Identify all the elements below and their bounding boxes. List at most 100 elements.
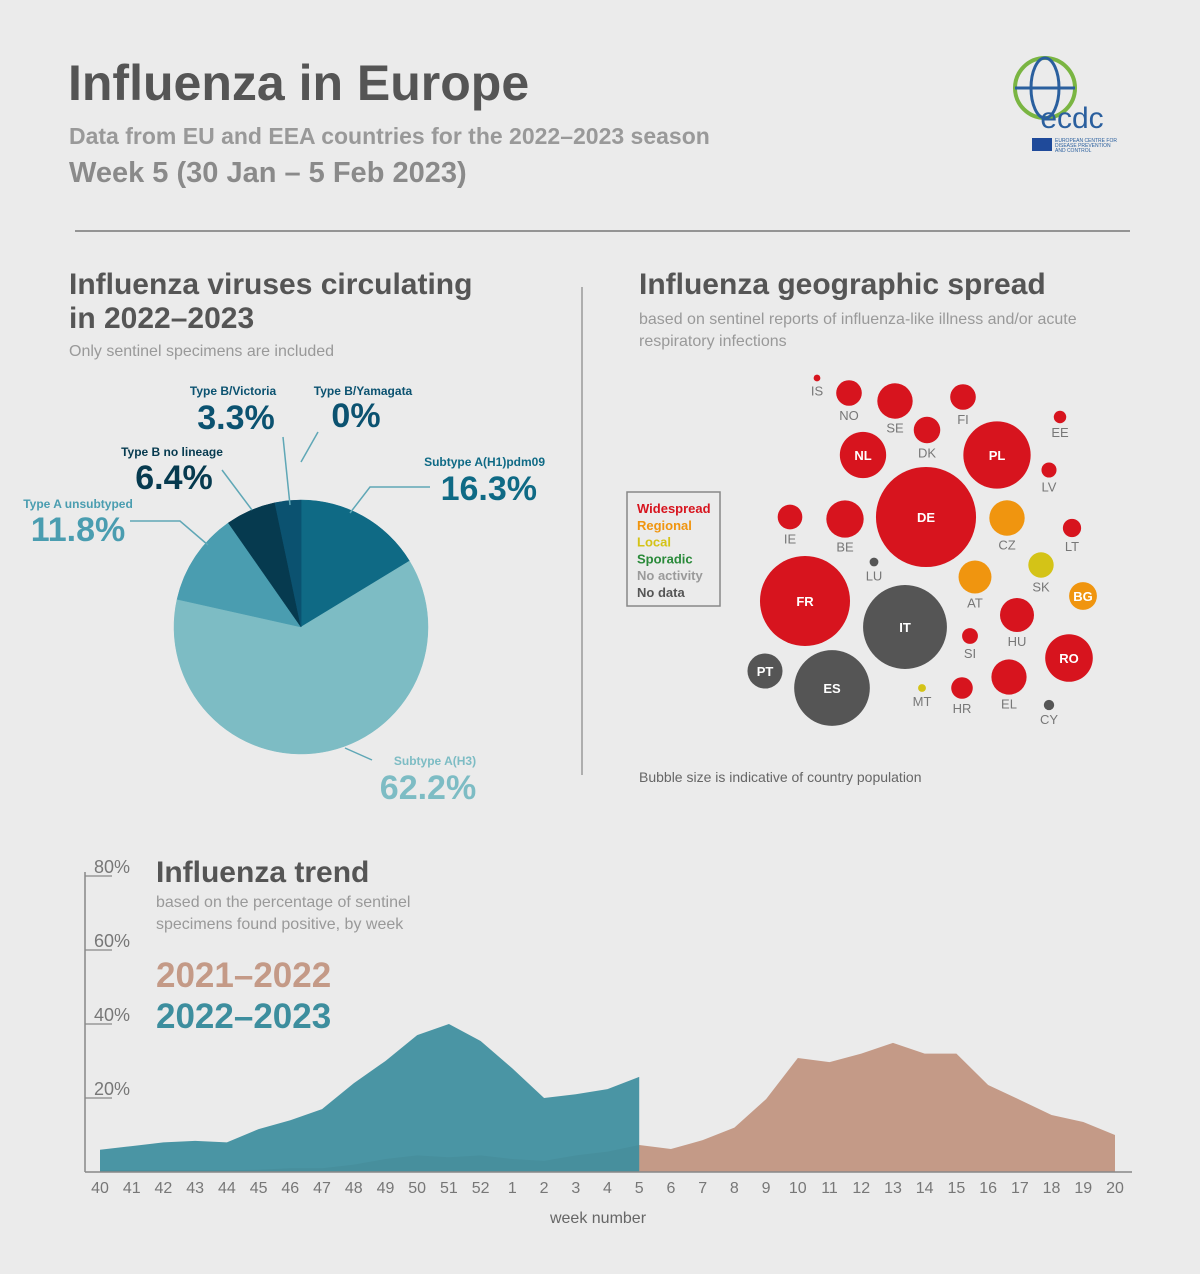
country-label: NL bbox=[854, 448, 871, 463]
chart-subtitle: based on sentinel reports of influenza-l… bbox=[639, 311, 1077, 328]
legend-entry: Widespread bbox=[637, 501, 711, 516]
leader-line bbox=[349, 486, 430, 514]
country-label: RO bbox=[1059, 651, 1079, 666]
x-tick-label: 9 bbox=[762, 1180, 771, 1197]
pie-slice bbox=[176, 522, 302, 628]
logo-caption: DISEASE PREVENTION bbox=[1055, 143, 1111, 149]
country-label: AT bbox=[967, 595, 983, 610]
logo-caption: AND CONTROL bbox=[1055, 148, 1092, 154]
x-tick-label: 1 bbox=[508, 1180, 517, 1197]
legend-box bbox=[626, 491, 721, 607]
country-label: BE bbox=[836, 540, 854, 555]
x-tick-label: 8 bbox=[730, 1180, 739, 1197]
slice-label: Subtype A(H1)pdm09 bbox=[424, 455, 545, 469]
country-bubble bbox=[950, 384, 976, 410]
legend-entry: Local bbox=[637, 535, 671, 550]
country-bubble bbox=[913, 416, 941, 444]
chart-title: Influenza geographic spread bbox=[639, 268, 1046, 301]
country-bubble bbox=[869, 557, 879, 567]
country-bubble bbox=[826, 500, 864, 538]
x-tick-label: 41 bbox=[123, 1180, 141, 1197]
country-bubble bbox=[958, 560, 992, 594]
country-bubble bbox=[1069, 582, 1097, 610]
leader-line bbox=[221, 469, 253, 511]
chart-title: in 2022–2023 bbox=[69, 302, 254, 335]
slice-label: Subtype A(H3) bbox=[394, 754, 476, 768]
country-bubble bbox=[1043, 699, 1055, 711]
x-tick-label: 47 bbox=[313, 1180, 331, 1197]
country-label: SE bbox=[886, 421, 904, 436]
x-tick-label: 20 bbox=[1106, 1180, 1124, 1197]
leader-line bbox=[300, 431, 319, 463]
x-tick-label: 46 bbox=[281, 1180, 299, 1197]
x-tick-label: 16 bbox=[979, 1180, 997, 1197]
country-bubble bbox=[991, 659, 1027, 695]
country-bubble bbox=[962, 628, 978, 644]
country-bubble bbox=[813, 374, 821, 382]
value-label: 11.8% bbox=[31, 511, 126, 549]
x-tick-label: 45 bbox=[250, 1180, 268, 1197]
x-tick-label: 52 bbox=[472, 1180, 490, 1197]
legend-entry: Regional bbox=[637, 518, 692, 533]
country-label: LT bbox=[1065, 539, 1079, 554]
x-tick-label: 7 bbox=[698, 1180, 707, 1197]
legend-entry: Sporadic bbox=[637, 551, 693, 566]
x-tick-label: 12 bbox=[852, 1180, 870, 1197]
area-series bbox=[100, 1042, 1115, 1172]
country-label: MT bbox=[913, 694, 932, 709]
x-tick-label: 5 bbox=[635, 1180, 644, 1197]
x-tick-label: 42 bbox=[155, 1180, 173, 1197]
leader-line bbox=[282, 436, 291, 506]
chart-subtitle: respiratory infections bbox=[639, 333, 787, 350]
country-bubble bbox=[875, 466, 977, 568]
y-tick-label: 20% bbox=[94, 1079, 130, 1099]
country-label: HU bbox=[1008, 634, 1027, 649]
country-label: CY bbox=[1040, 712, 1058, 727]
y-tick-label: 80% bbox=[94, 857, 130, 877]
country-label: SI bbox=[964, 646, 976, 661]
country-bubble bbox=[877, 383, 913, 419]
chart-title: Influenza viruses circulating bbox=[69, 268, 472, 301]
country-bubble bbox=[1028, 552, 1054, 578]
legend-entry: 2022–2023 bbox=[156, 997, 331, 1036]
pie-slice bbox=[300, 499, 410, 628]
country-bubble bbox=[777, 504, 803, 530]
page-title: Influenza in Europe bbox=[68, 55, 529, 111]
x-tick-label: 4 bbox=[603, 1180, 612, 1197]
country-label: FI bbox=[957, 412, 969, 427]
slice-label: Type B no lineage bbox=[121, 445, 223, 459]
country-bubble bbox=[989, 500, 1025, 536]
value-label: 0% bbox=[331, 397, 380, 435]
country-bubble bbox=[839, 431, 887, 479]
country-bubble bbox=[951, 677, 973, 699]
x-tick-label: 50 bbox=[408, 1180, 426, 1197]
country-label: EE bbox=[1051, 425, 1069, 440]
country-bubble bbox=[794, 650, 870, 726]
country-label: PT bbox=[757, 664, 774, 679]
legend-entry: No activity bbox=[637, 568, 704, 583]
eu-flag bbox=[1032, 138, 1052, 151]
country-bubble bbox=[1053, 410, 1067, 424]
country-bubble bbox=[1041, 462, 1057, 478]
x-tick-label: 48 bbox=[345, 1180, 363, 1197]
week-label: Week 5 (30 Jan – 5 Feb 2023) bbox=[69, 157, 467, 189]
logo-text: ecdc bbox=[1040, 102, 1103, 135]
chart-subtitle: based on the percentage of sentinel bbox=[156, 894, 410, 911]
leader-line bbox=[130, 520, 209, 546]
country-label: IS bbox=[811, 383, 824, 398]
area-series bbox=[100, 1024, 640, 1172]
x-tick-label: 51 bbox=[440, 1180, 458, 1197]
country-bubble bbox=[759, 555, 851, 647]
country-label: LV bbox=[1042, 480, 1057, 495]
legend-entry: No data bbox=[637, 585, 685, 600]
x-tick-label: 14 bbox=[916, 1180, 934, 1197]
country-bubble bbox=[1045, 634, 1093, 682]
x-tick-label: 6 bbox=[666, 1180, 675, 1197]
country-bubble bbox=[836, 380, 862, 406]
country-label: DE bbox=[917, 510, 935, 525]
country-label: IT bbox=[899, 620, 911, 635]
country-label: EL bbox=[1001, 697, 1017, 712]
x-tick-label: 40 bbox=[91, 1180, 109, 1197]
value-label: 16.3% bbox=[441, 470, 537, 508]
